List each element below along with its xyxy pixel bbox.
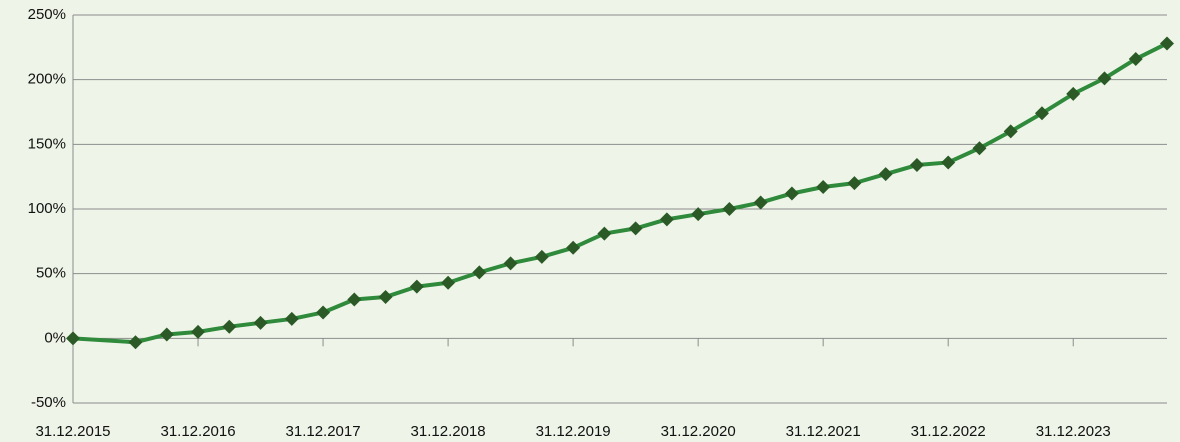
marker bbox=[1066, 86, 1081, 101]
marker bbox=[159, 327, 174, 342]
marker bbox=[628, 221, 643, 236]
x-tick-label: 31.12.2018 bbox=[411, 423, 486, 440]
marker bbox=[847, 176, 862, 191]
x-tick-label: 31.12.2021 bbox=[786, 423, 861, 440]
y-tick-label: 0% bbox=[44, 329, 66, 346]
marker bbox=[816, 180, 831, 195]
marker bbox=[534, 249, 549, 264]
marker bbox=[753, 195, 768, 210]
x-tick-label: 31.12.2020 bbox=[661, 423, 736, 440]
marker bbox=[503, 256, 518, 271]
marker bbox=[409, 279, 424, 294]
marker bbox=[1003, 124, 1018, 139]
x-tick-label: 31.12.2019 bbox=[536, 423, 611, 440]
y-tick-label: 100% bbox=[28, 200, 66, 217]
marker bbox=[1097, 71, 1112, 86]
marker bbox=[722, 202, 737, 216]
y-tick-label: 250% bbox=[28, 6, 66, 23]
y-tick-label: 50% bbox=[36, 265, 66, 282]
x-tick-label: 31.12.2022 bbox=[911, 423, 986, 440]
marker bbox=[191, 324, 206, 339]
marker bbox=[659, 212, 674, 227]
marker bbox=[597, 226, 612, 241]
marker bbox=[378, 289, 393, 304]
marker bbox=[441, 275, 456, 290]
marker bbox=[1128, 51, 1143, 66]
marker bbox=[566, 240, 581, 255]
marker bbox=[128, 335, 143, 350]
x-tick-label: 31.12.2016 bbox=[160, 423, 235, 440]
marker bbox=[784, 186, 799, 201]
marker bbox=[316, 305, 331, 320]
marker bbox=[878, 167, 893, 182]
marker bbox=[972, 141, 987, 156]
marker bbox=[909, 158, 924, 173]
marker bbox=[347, 292, 362, 307]
marker bbox=[66, 331, 80, 346]
marker bbox=[253, 315, 268, 330]
y-tick-label: 200% bbox=[28, 71, 66, 88]
marker bbox=[691, 207, 706, 222]
marker bbox=[472, 265, 487, 280]
marker bbox=[1160, 36, 1174, 51]
x-tick-label: 31.12.2023 bbox=[1036, 423, 1111, 440]
x-tick-label: 31.12.2017 bbox=[286, 423, 361, 440]
y-tick-label: 150% bbox=[28, 135, 66, 152]
x-tick-label: 31.12.2015 bbox=[35, 423, 110, 440]
marker bbox=[941, 155, 956, 170]
marker bbox=[284, 311, 299, 326]
marker bbox=[1034, 106, 1049, 121]
y-tick-label: -50% bbox=[31, 394, 66, 411]
marker bbox=[222, 319, 237, 334]
